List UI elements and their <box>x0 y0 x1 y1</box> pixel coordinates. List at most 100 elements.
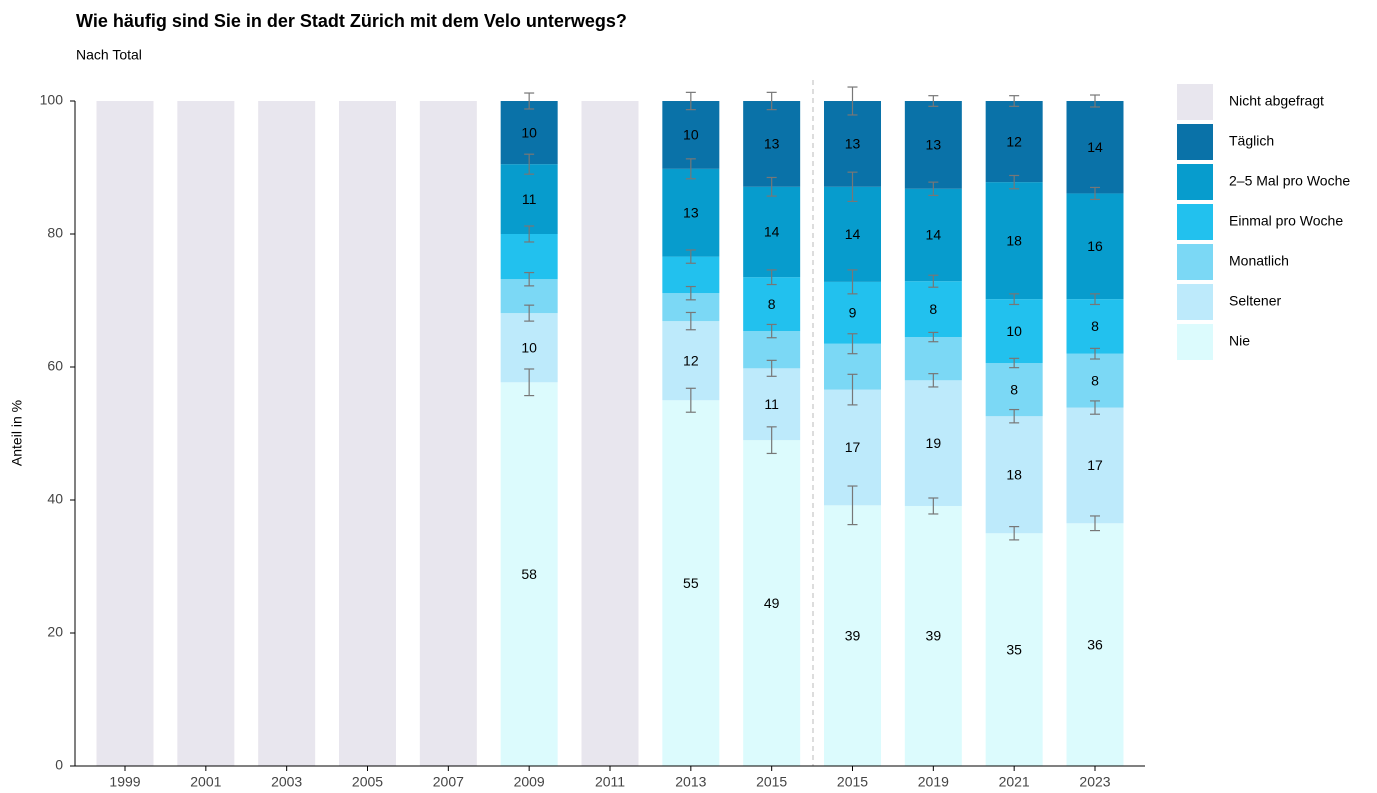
error-bar <box>685 158 696 180</box>
error-bar <box>766 269 777 286</box>
bar-segment <box>743 101 801 187</box>
y-tick-label: 60 <box>47 358 63 374</box>
bar-segment <box>985 416 1043 534</box>
bar-segment <box>904 281 962 338</box>
x-tick-label: 2007 <box>433 774 464 790</box>
data-label: 17 <box>1087 457 1103 473</box>
data-label: 19 <box>926 435 942 451</box>
error-bar <box>1090 94 1100 108</box>
bar-segment <box>985 299 1043 364</box>
bar-segment <box>258 101 316 766</box>
data-label: 12 <box>1006 133 1022 149</box>
error-bar <box>766 426 777 455</box>
x-tick-label: 2003 <box>271 774 302 790</box>
error-bar <box>766 323 777 339</box>
data-label: 8 <box>1091 318 1099 334</box>
legend-label: Seltener <box>1229 293 1281 309</box>
x-tick-label: 2005 <box>352 774 383 790</box>
bar-segment <box>500 382 558 766</box>
x-tick-label: 2021 <box>999 774 1030 790</box>
error-bar <box>847 86 858 116</box>
error-bar <box>685 387 696 413</box>
x-tick-label: 2019 <box>918 774 949 790</box>
bar-segment <box>985 533 1043 766</box>
legend-label: Monatlich <box>1229 253 1289 269</box>
y-tick-label: 100 <box>40 92 64 108</box>
legend-label: Einmal pro Woche <box>1229 213 1343 229</box>
data-label: 14 <box>764 224 780 240</box>
bar-segment <box>1066 299 1124 354</box>
legend-label: Nicht abgefragt <box>1229 93 1324 109</box>
legend-label: Täglich <box>1229 133 1274 149</box>
bar-segment <box>339 101 396 766</box>
bar-segment <box>1066 407 1124 524</box>
x-tick-label: 1999 <box>109 774 140 790</box>
bar-segment <box>662 321 720 401</box>
error-bar <box>685 249 696 264</box>
chart-title: Wie häufig sind Sie in der Stadt Zürich … <box>76 11 627 31</box>
error-bar <box>1090 347 1100 360</box>
y-tick-label: 20 <box>47 624 63 640</box>
data-label: 18 <box>1006 466 1022 482</box>
bar-segment <box>662 168 720 257</box>
chart-subtitle: Nach Total <box>76 47 142 63</box>
error-bar <box>928 373 939 388</box>
bar-segment <box>985 363 1043 417</box>
data-label: 8 <box>768 296 776 312</box>
error-bar <box>847 373 858 406</box>
bar-segment <box>581 101 639 766</box>
x-tick-label: 2001 <box>190 774 221 790</box>
error-bar <box>1090 515 1100 532</box>
data-label: 12 <box>683 352 699 368</box>
bar-segment <box>904 380 962 506</box>
bar-segment <box>662 400 720 766</box>
data-label: 13 <box>926 137 942 153</box>
y-tick-label: 40 <box>47 491 63 507</box>
bar-segment <box>824 186 881 282</box>
x-tick-label: 2011 <box>595 774 625 790</box>
error-bar <box>685 285 696 301</box>
error-bar <box>1090 400 1100 415</box>
error-bar <box>928 331 939 343</box>
data-label: 10 <box>1006 323 1022 339</box>
error-bar <box>1090 293 1100 306</box>
bar-segment <box>743 440 801 766</box>
error-bar <box>1009 174 1020 190</box>
data-label: 8 <box>1091 372 1099 388</box>
error-bar <box>685 311 696 331</box>
error-bar <box>766 359 777 377</box>
x-tick-label: 2023 <box>1079 774 1110 790</box>
legend-swatch <box>1177 244 1213 280</box>
data-label: 36 <box>1087 636 1103 652</box>
data-label: 10 <box>683 127 699 143</box>
data-label: 13 <box>845 136 861 152</box>
bar-segment <box>1066 353 1124 408</box>
error-bar <box>1009 95 1020 107</box>
data-label: 39 <box>845 627 861 643</box>
x-tick-label: 2013 <box>675 774 706 790</box>
error-bar <box>1009 408 1020 424</box>
data-label: 18 <box>1006 232 1022 248</box>
bar-segment <box>419 101 477 766</box>
bar-segment <box>1066 101 1124 194</box>
data-label: 58 <box>521 566 537 582</box>
legend-swatch <box>1177 324 1213 360</box>
error-bar <box>524 304 535 322</box>
legend-swatch <box>1177 284 1213 320</box>
bar-segment <box>985 101 1043 183</box>
data-label: 39 <box>926 628 942 644</box>
error-bar <box>847 269 858 295</box>
error-bar <box>847 333 858 355</box>
error-bar <box>685 91 696 111</box>
bar-segment <box>904 188 962 282</box>
data-label: 14 <box>845 226 861 242</box>
bar-segment <box>1066 193 1124 300</box>
data-label: 8 <box>929 301 937 317</box>
error-bar <box>1009 525 1020 541</box>
data-label: 13 <box>683 204 699 220</box>
data-label: 11 <box>764 396 779 412</box>
data-label: 49 <box>764 595 780 611</box>
bar-segment <box>743 186 801 278</box>
data-label: 17 <box>845 439 861 455</box>
